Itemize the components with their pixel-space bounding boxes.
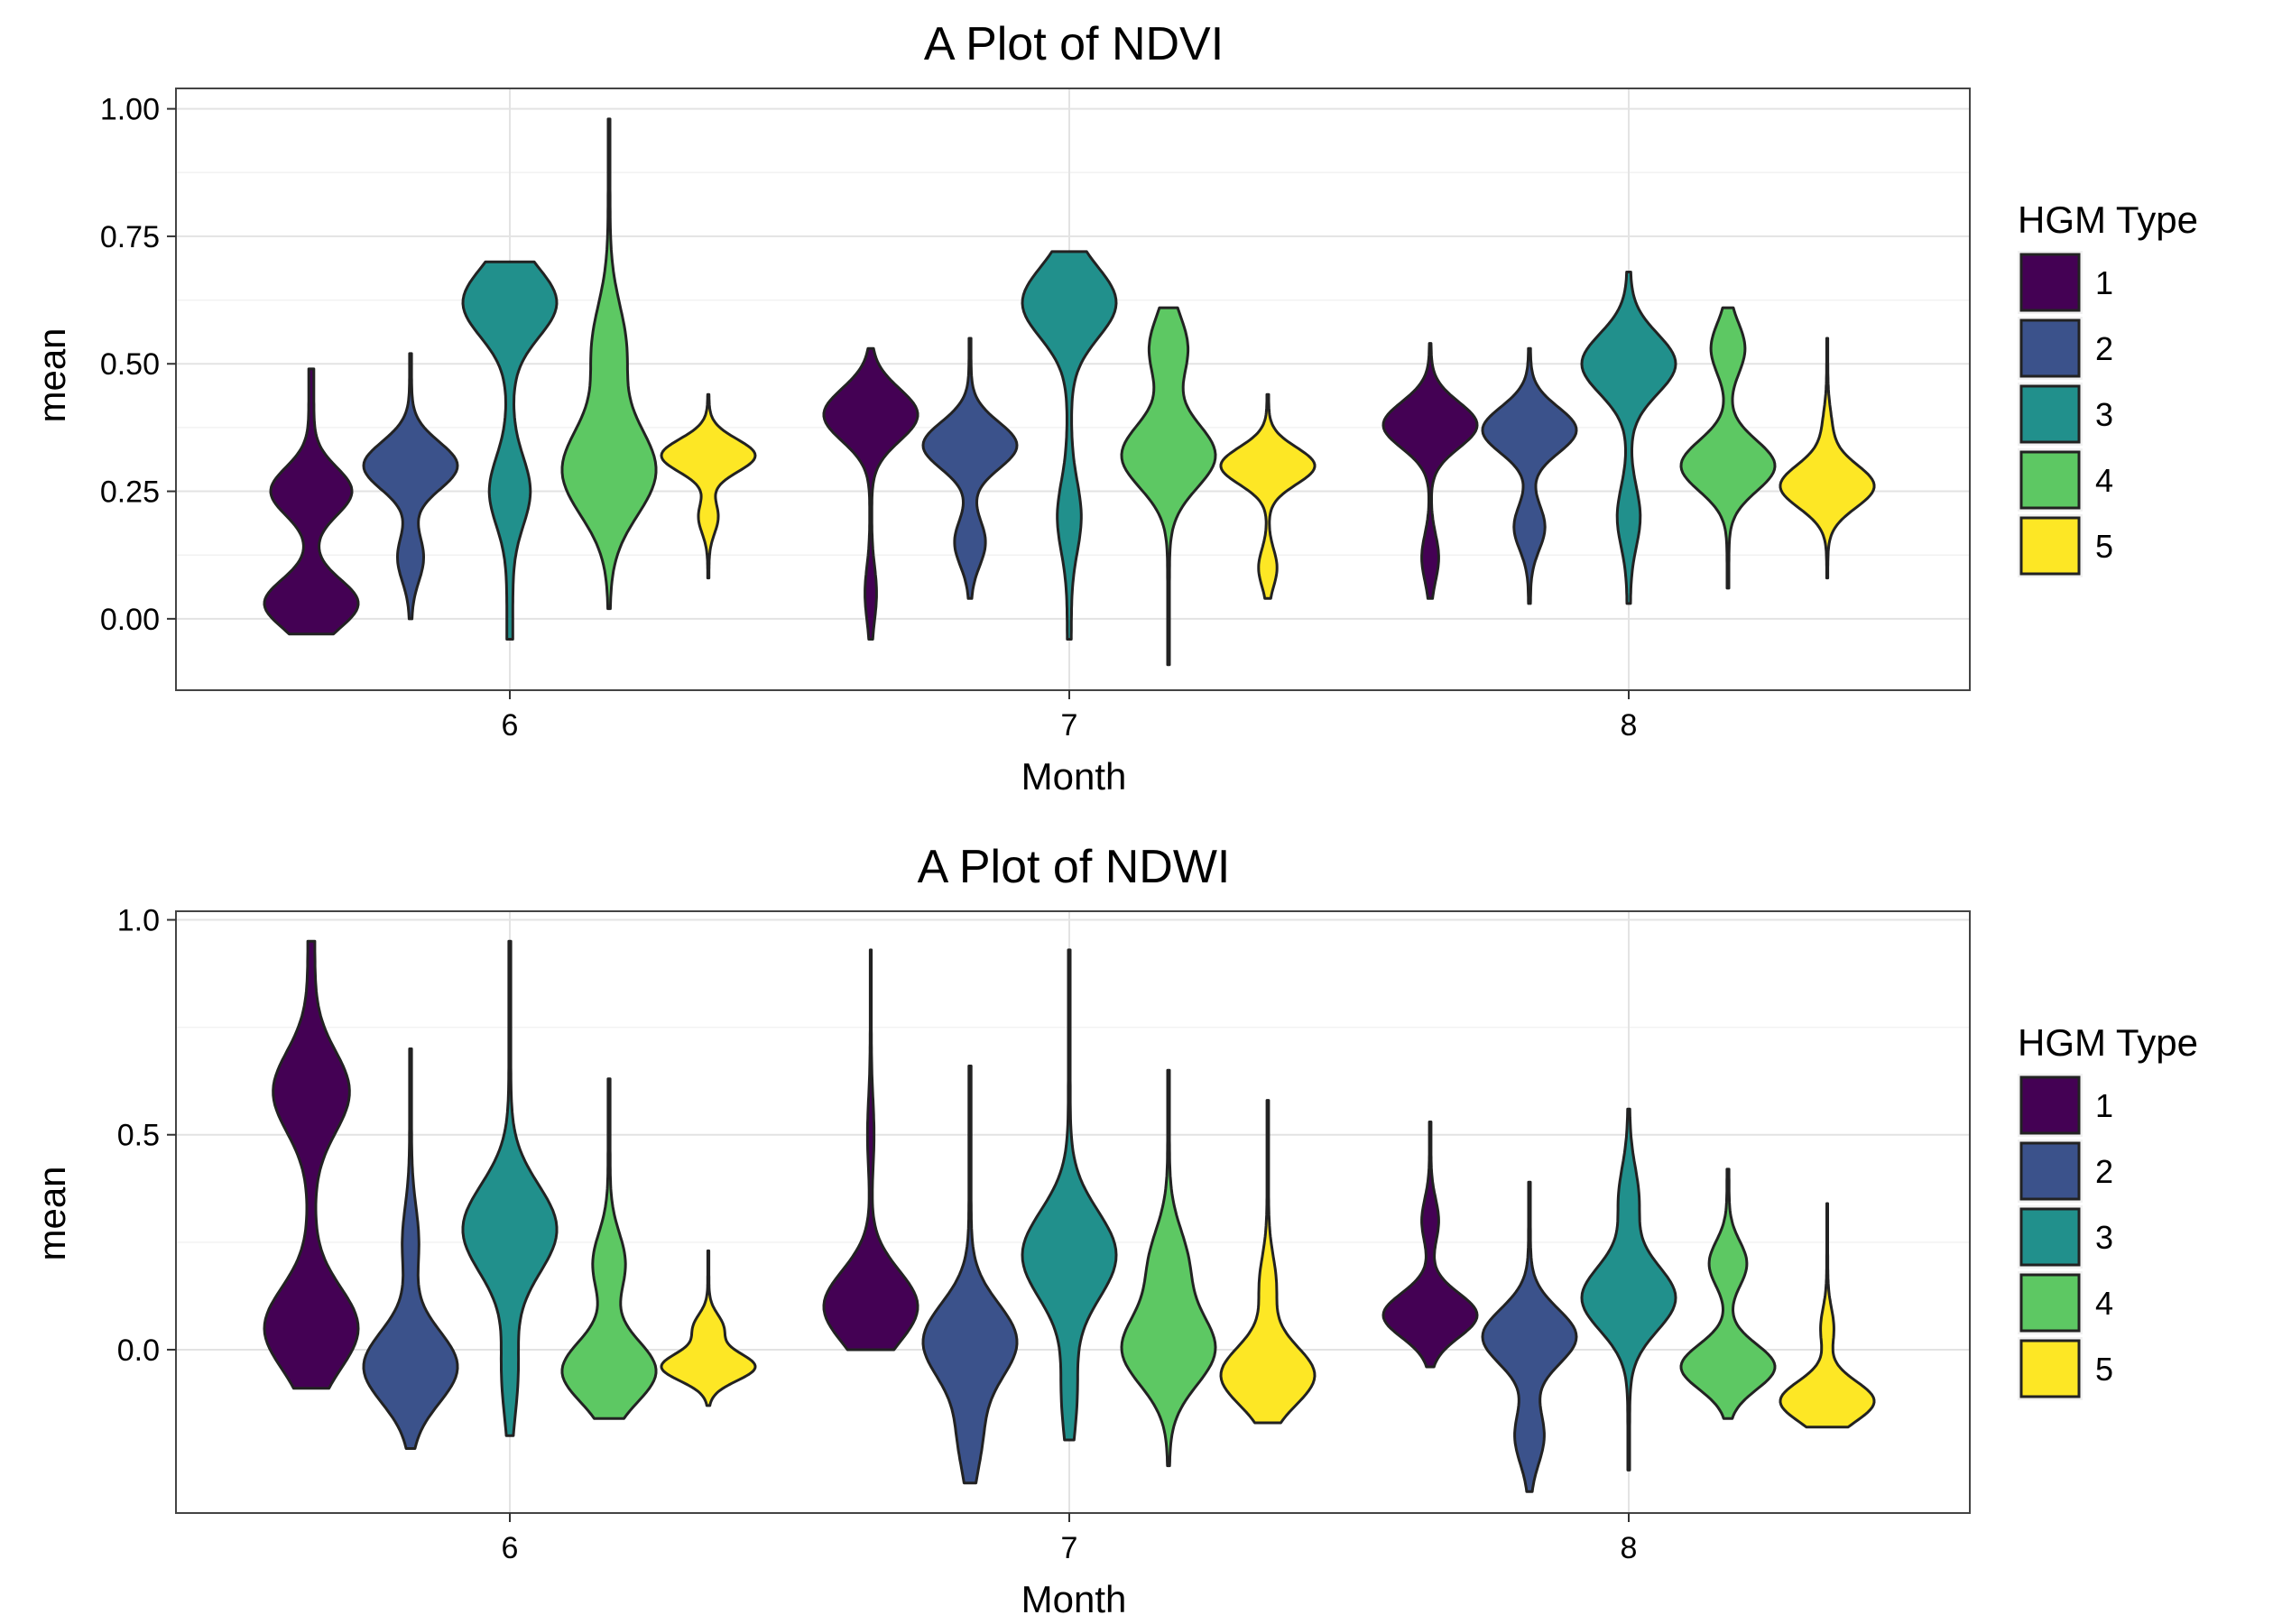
violin-month-6-hgm-2 bbox=[362, 1047, 459, 1450]
x-tick-label: 6 bbox=[502, 1531, 519, 1565]
legend-swatch-1 bbox=[2019, 253, 2081, 312]
legend-label-4: 4 bbox=[2095, 1285, 2113, 1322]
plot-border bbox=[175, 88, 1971, 691]
violin-month-8-hgm-4 bbox=[1679, 306, 1777, 590]
legend-swatch-4 bbox=[2019, 450, 2081, 510]
legend-title: HGM Type bbox=[2018, 1021, 2198, 1064]
legend-swatch-5 bbox=[2019, 516, 2081, 576]
y-tick-label: 1.0 bbox=[117, 904, 160, 938]
legend-swatch-4 bbox=[2019, 1273, 2081, 1333]
legend-label-1: 1 bbox=[2095, 264, 2113, 301]
legend-label-3: 3 bbox=[2095, 396, 2113, 433]
x-tick-label: 8 bbox=[1621, 1531, 1638, 1565]
chart-title: A Plot of NDVI bbox=[924, 18, 1224, 70]
violin-month-7-hgm-1 bbox=[822, 346, 919, 641]
violin-month-6-hgm-1 bbox=[263, 367, 360, 636]
y-tick-label: 1.00 bbox=[100, 93, 160, 127]
legend-title: HGM Type bbox=[2018, 198, 2198, 241]
violin-month-6-hgm-1 bbox=[263, 939, 360, 1390]
y-tick-label: 0.25 bbox=[100, 475, 160, 510]
y-tick-label: 0.50 bbox=[100, 347, 160, 382]
legend-label-2: 2 bbox=[2095, 330, 2113, 367]
y-axis-label: mean bbox=[31, 328, 73, 422]
legend-swatch-3 bbox=[2019, 1207, 2081, 1267]
violin-month-8-hgm-2 bbox=[1481, 1180, 1578, 1493]
legend-label-5: 5 bbox=[2095, 528, 2113, 565]
legend-label-4: 4 bbox=[2095, 462, 2113, 499]
violin-month-7-hgm-5 bbox=[1219, 392, 1317, 600]
legend-swatch-2 bbox=[2019, 1141, 2081, 1201]
legend-label-1: 1 bbox=[2095, 1087, 2113, 1124]
y-tick-label: 0.75 bbox=[100, 220, 160, 254]
violin-month-8-hgm-4 bbox=[1679, 1167, 1777, 1420]
x-axis-label: Month bbox=[1021, 1578, 1127, 1620]
legend-label-3: 3 bbox=[2095, 1219, 2113, 1256]
violin-month-7-hgm-2 bbox=[921, 1065, 1019, 1485]
violin-month-8-hgm-5 bbox=[1779, 1202, 1876, 1429]
violin-month-7-hgm-5 bbox=[1219, 1099, 1317, 1425]
violin-month-8-hgm-5 bbox=[1779, 337, 1876, 580]
legend-swatch-1 bbox=[2019, 1075, 2081, 1135]
y-tick-label: 0.00 bbox=[100, 603, 160, 637]
legend-swatch-5 bbox=[2019, 1339, 2081, 1398]
y-tick-label: 0.0 bbox=[117, 1333, 160, 1368]
x-tick-label: 8 bbox=[1621, 708, 1638, 743]
plot-area: 0.0 0.5 1.0 6 7 8 bbox=[117, 904, 1971, 1565]
violin-month-8-hgm-2 bbox=[1481, 346, 1578, 605]
y-tick-label: 0.5 bbox=[117, 1119, 160, 1153]
violin-month-8-hgm-3 bbox=[1580, 1107, 1677, 1472]
legend-swatch-2 bbox=[2019, 318, 2081, 378]
violin-month-8-hgm-3 bbox=[1580, 271, 1677, 605]
plot-border bbox=[175, 910, 1971, 1514]
ndvi-panel: A Plot of NDVI mean Month 0.000.250.500.… bbox=[31, 18, 2198, 798]
violin-month-6-hgm-4 bbox=[560, 1077, 658, 1420]
x-axis-label: Month bbox=[1021, 755, 1127, 798]
violin-month-6-hgm-3 bbox=[461, 939, 559, 1437]
plot-area: 0.00 0.25 0.50 0.75 1.00 6 7 8 bbox=[100, 88, 1971, 743]
violin-month-8-hgm-1 bbox=[1381, 342, 1479, 600]
violin-month-6-hgm-2 bbox=[362, 352, 459, 621]
x-tick-label: 7 bbox=[1061, 708, 1078, 743]
violin-month-6-hgm-5 bbox=[660, 392, 757, 580]
violin-month-6-hgm-3 bbox=[461, 260, 559, 641]
legend-swatch-3 bbox=[2019, 384, 2081, 444]
violin-month-7-hgm-3 bbox=[1021, 250, 1118, 641]
violin-month-7-hgm-4 bbox=[1120, 306, 1217, 667]
violin-month-7-hgm-2 bbox=[921, 337, 1019, 600]
y-axis-label: mean bbox=[31, 1166, 73, 1260]
ndwi-panel: A Plot of NDWI mean Month 0.0 0.5 1.0 6 7 8 H… bbox=[31, 841, 2198, 1620]
legend: HGM Type 1 2 3 4 5 bbox=[2018, 198, 2198, 577]
violin-month-8-hgm-1 bbox=[1381, 1121, 1479, 1369]
legend-label-2: 2 bbox=[2095, 1153, 2113, 1190]
violin-month-6-hgm-5 bbox=[660, 1249, 757, 1407]
violin-month-6-hgm-4 bbox=[560, 117, 658, 611]
x-tick-label: 6 bbox=[502, 708, 519, 743]
violin-month-7-hgm-3 bbox=[1021, 948, 1118, 1442]
legend: HGM Type 1 2 3 4 5 bbox=[2018, 1021, 2198, 1400]
violin-month-7-hgm-4 bbox=[1120, 1068, 1217, 1468]
violin-month-7-hgm-1 bbox=[822, 948, 919, 1352]
x-tick-label: 7 bbox=[1061, 1531, 1078, 1565]
chart-title: A Plot of NDWI bbox=[918, 841, 1231, 893]
legend-label-5: 5 bbox=[2095, 1351, 2113, 1388]
